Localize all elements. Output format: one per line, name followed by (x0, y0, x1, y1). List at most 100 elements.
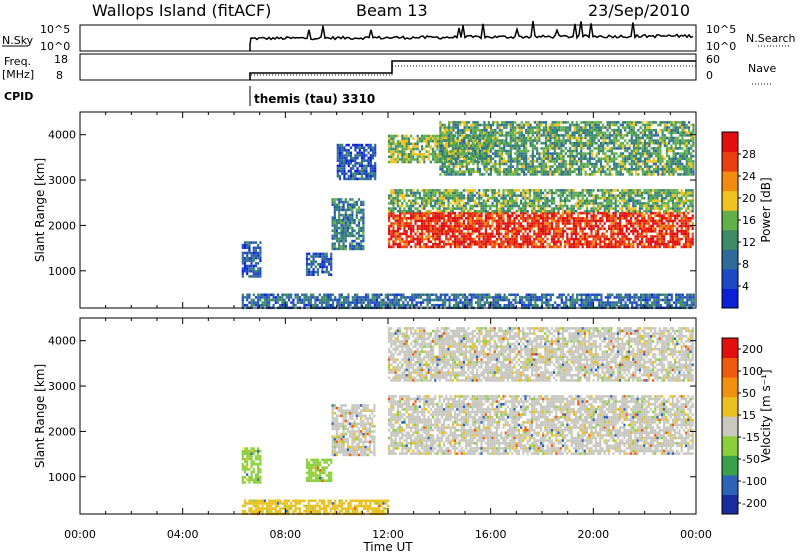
data-cell (647, 240, 650, 243)
data-cell (436, 214, 439, 217)
data-cell (396, 196, 399, 200)
data-cell (484, 194, 487, 197)
data-cell (641, 243, 644, 246)
data-cell (610, 128, 614, 132)
data-cell (575, 154, 578, 158)
data-cell (360, 216, 363, 219)
data-cell (492, 131, 495, 135)
data-cell (469, 237, 472, 241)
data-cell (495, 199, 498, 203)
data-cell (571, 157, 574, 161)
data-cell (605, 189, 608, 192)
data-cell (591, 162, 594, 166)
data-cell (627, 232, 630, 236)
data-cell (344, 211, 347, 214)
data-cell (548, 199, 551, 203)
data-cell (630, 152, 633, 155)
data-cell (623, 196, 626, 200)
data-cell (436, 147, 439, 151)
data-cell (369, 159, 372, 162)
data-cell (341, 151, 344, 155)
data-cell (627, 209, 630, 213)
data-cell (360, 151, 364, 155)
data-cell (506, 245, 509, 249)
data-cell (414, 158, 417, 161)
data-cell (562, 165, 565, 168)
data-cell (443, 160, 446, 163)
data-cell (438, 207, 441, 210)
data-cell (531, 219, 534, 223)
data-cell (544, 232, 547, 236)
data-cell (346, 213, 350, 217)
data-cell (485, 123, 488, 127)
data-cell (390, 191, 393, 195)
data-cell (658, 219, 661, 223)
data-cell (363, 167, 366, 170)
data-cell (458, 217, 461, 220)
data-cell (674, 189, 677, 192)
data-cell (401, 222, 404, 225)
data-cell (542, 134, 545, 137)
data-cell (551, 147, 554, 150)
data-cell (369, 172, 372, 175)
data-cell (401, 217, 404, 220)
data-cell (654, 189, 657, 192)
data-cell (649, 214, 652, 217)
data-cell (482, 245, 485, 249)
data-cell (577, 191, 580, 195)
data-cell (451, 243, 454, 246)
data-cell (559, 235, 562, 238)
data-cell (467, 136, 471, 140)
data-cell (636, 243, 639, 246)
data-cell (524, 199, 527, 203)
data-cell (505, 123, 508, 127)
data-cell (531, 235, 534, 238)
data-cell (482, 160, 485, 164)
data-cell (483, 131, 486, 135)
data-cell (553, 131, 556, 135)
data-cell (454, 243, 457, 246)
data-cell (645, 245, 648, 249)
data-cell (513, 240, 516, 243)
data-cell (520, 217, 523, 220)
data-cell (539, 237, 542, 241)
data-cell (363, 146, 366, 149)
data-cell (338, 175, 342, 178)
data-cell (502, 219, 505, 223)
data-cell (425, 214, 428, 217)
data-cell (647, 191, 650, 195)
data-cell (506, 224, 509, 228)
data-cell (330, 257, 333, 261)
data-cell (605, 202, 608, 205)
data-cell (624, 121, 627, 124)
data-cell (636, 219, 639, 223)
data-cell (345, 177, 348, 181)
data-cell (470, 126, 473, 129)
data-cell (448, 160, 451, 163)
data-cell (423, 245, 426, 249)
data-cell (367, 164, 370, 168)
data-cell (553, 214, 556, 217)
data-cell (511, 240, 514, 243)
data-cell (538, 152, 541, 155)
data-cell (660, 194, 663, 197)
data-cell (667, 222, 670, 225)
data-cell (394, 214, 397, 217)
data-cell (647, 219, 650, 223)
data-cell (465, 152, 468, 155)
data-cell (418, 235, 421, 238)
data-cell (336, 146, 339, 149)
data-cell (669, 235, 672, 238)
data-cell (360, 169, 364, 173)
data-cell (586, 219, 589, 223)
data-cell (632, 230, 635, 233)
data-cell (564, 167, 567, 171)
data-cell (434, 150, 437, 153)
data-cell (342, 245, 345, 248)
data-cell (495, 227, 498, 230)
data-cell (625, 224, 628, 228)
data-cell (617, 154, 620, 158)
data-cell (678, 237, 681, 241)
data-cell (584, 157, 587, 161)
data-cell (429, 230, 432, 233)
